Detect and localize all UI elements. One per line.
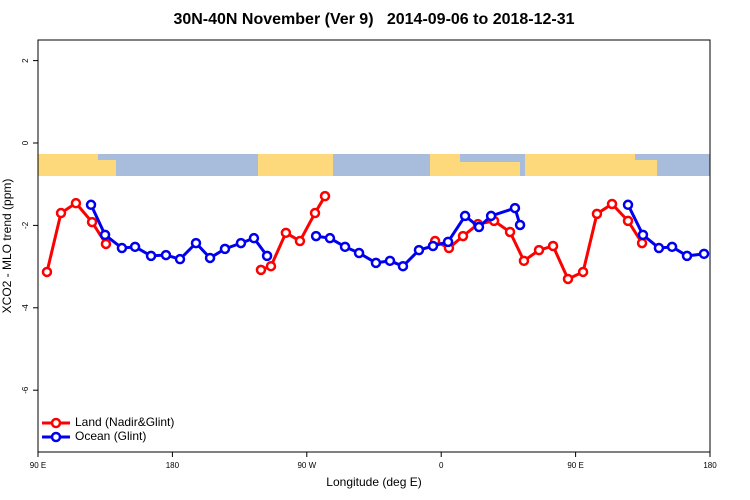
map-strip [38, 154, 710, 176]
point [70, 197, 82, 209]
point [547, 240, 559, 252]
point [204, 252, 216, 264]
point [606, 198, 618, 210]
point [248, 232, 260, 244]
y-tick-label: 0 [21, 140, 30, 145]
point [636, 237, 648, 249]
y-axis-label: XCO2 - MLO trend (ppm) [0, 179, 14, 314]
legend-marker [50, 417, 62, 429]
point [518, 255, 530, 267]
point [681, 250, 693, 262]
point [219, 243, 231, 255]
series-line [45, 195, 644, 281]
point [622, 215, 634, 227]
y-tick-label: -2 [21, 221, 30, 229]
point [509, 202, 521, 214]
legend-label: Land (Nadir&Glint) [75, 415, 174, 429]
point [255, 264, 267, 276]
point [116, 242, 128, 254]
y-tick-label: -6 [21, 386, 30, 394]
point [637, 229, 649, 241]
point [100, 238, 112, 250]
point [145, 250, 157, 262]
point [235, 237, 247, 249]
y-tick-label: -4 [21, 304, 30, 312]
point [324, 232, 336, 244]
point [265, 260, 277, 272]
point [280, 227, 292, 239]
y-tick-label: 2 [21, 58, 30, 63]
chart-title: 30N-40N November (Ver 9) 2014-09-06 to 2… [173, 11, 574, 28]
point [41, 266, 53, 278]
point [504, 226, 516, 238]
point [294, 235, 306, 247]
point [310, 230, 322, 242]
point [319, 190, 331, 202]
point [427, 240, 439, 252]
point [370, 257, 382, 269]
point [55, 207, 67, 219]
x-tick-label: 90 E [30, 461, 46, 470]
legend-label: Ocean (Glint) [75, 429, 146, 443]
point [514, 219, 526, 231]
x-tick-label: 0 [439, 461, 444, 470]
x-tick-label: 180 [166, 461, 180, 470]
point [160, 249, 172, 261]
point [562, 273, 574, 285]
point [591, 208, 603, 220]
point [309, 207, 321, 219]
point [533, 244, 545, 256]
x-tick-label: 90 E [567, 461, 583, 470]
point [129, 241, 141, 253]
legend-marker [50, 431, 62, 443]
point [698, 248, 710, 260]
point [99, 229, 111, 241]
point [413, 244, 425, 256]
point [653, 242, 665, 254]
point [397, 260, 409, 272]
point [190, 237, 202, 249]
point [577, 266, 589, 278]
point [666, 241, 678, 253]
point [384, 255, 396, 267]
point [442, 236, 454, 248]
point [622, 199, 634, 211]
point [473, 221, 485, 233]
point [174, 253, 186, 265]
point [86, 216, 98, 228]
point [339, 241, 351, 253]
point [457, 230, 469, 242]
x-axis-label: Longitude (deg E) [326, 475, 421, 489]
point [485, 210, 497, 222]
plot-frame [37, 39, 711, 453]
x-tick-label: 180 [703, 461, 717, 470]
point [459, 210, 471, 222]
point [353, 247, 365, 259]
point [85, 199, 97, 211]
point [261, 250, 273, 262]
x-tick-label: 90 W [297, 461, 316, 470]
